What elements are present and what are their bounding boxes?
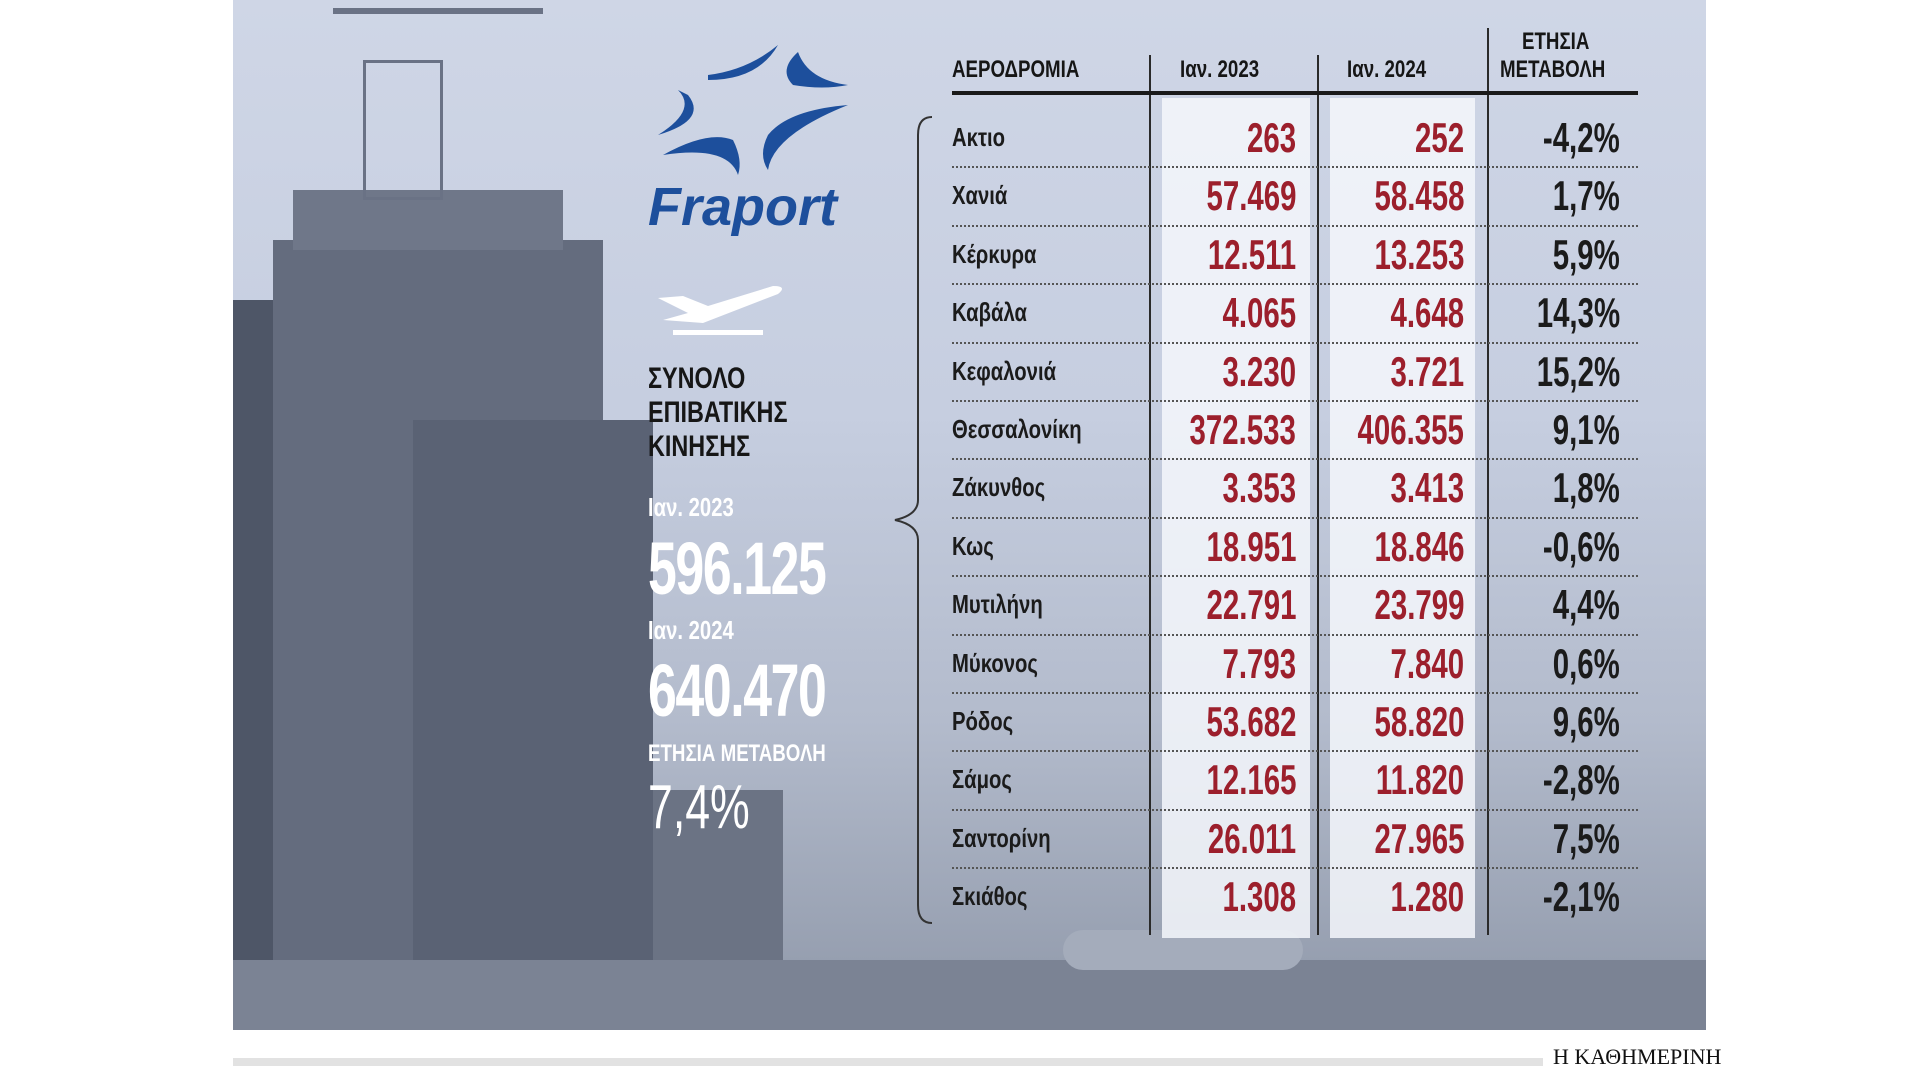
table-row: Καβάλα 4.065 4.648 14,3% [952, 285, 1638, 344]
passengers-2023: 22.791 [1206, 581, 1296, 629]
airport-name: Κέρκυρα [952, 238, 1037, 269]
annual-change: 5,9% [1552, 230, 1620, 278]
airport-name: Σαντορίνη [952, 822, 1051, 853]
airport-name: Θεσσαλονίκη [952, 414, 1082, 444]
table-row: Σκιάθος 1.308 1.280 -2,1% [952, 869, 1638, 927]
passengers-2023: 12.165 [1206, 756, 1296, 804]
airport-name: Καβάλα [952, 297, 1028, 328]
change-label: ΕΤΗΣΙΑ ΜΕΤΑΒΟΛΗ [648, 740, 826, 767]
passengers-2024: 23.799 [1374, 581, 1464, 629]
table-row: Χανιά 57.469 58.458 1,7% [952, 168, 1638, 227]
table-row: Κως 18.951 18.846 -0,6% [952, 519, 1638, 578]
passengers-2023: 57.469 [1206, 172, 1296, 220]
passengers-2023: 18.951 [1206, 522, 1296, 570]
header-airports: ΑΕΡΟΔΡΟΜΙΑ [952, 56, 1080, 83]
airplane-takeoff-icon [658, 286, 782, 335]
passengers-2024: 3.413 [1390, 464, 1464, 512]
label-2023: Ιαν. 2023 [648, 492, 734, 522]
passengers-2024: 18.846 [1374, 522, 1464, 570]
airport-name: Ακτιο [952, 122, 1006, 152]
annual-change: 9,6% [1552, 698, 1620, 745]
passengers-2024: 58.820 [1374, 698, 1464, 745]
annual-change: -2,1% [1543, 873, 1620, 921]
passengers-2023: 263 [1246, 114, 1296, 161]
airport-name: Σάμος [952, 764, 1012, 795]
passengers-2023: 3.353 [1222, 464, 1296, 512]
fraport-logo: Fraport [648, 45, 848, 237]
passengers-2023: 7.793 [1222, 639, 1296, 687]
airport-name: Κως [952, 530, 994, 561]
passengers-2024: 58.458 [1374, 172, 1464, 220]
header-annual-change-2: ΜΕΤΑΒΟΛΗ [1500, 56, 1606, 83]
annual-change: -2,8% [1543, 756, 1620, 804]
total-2024: 640.470 [648, 649, 827, 732]
passengers-2024: 406.355 [1357, 406, 1464, 453]
header-annual-change-1: ΕΤΗΣΙΑ [1522, 28, 1590, 55]
column-divider [1487, 28, 1489, 935]
change-value: 7,4% [648, 773, 750, 842]
table-row: Σάμος 12.165 11.820 -2,8% [952, 752, 1638, 811]
airport-name: Ζάκυνθος [952, 472, 1046, 503]
total-2023: 596.125 [648, 527, 827, 610]
curly-bracket [894, 116, 933, 924]
passengers-2024: 4.648 [1390, 289, 1464, 337]
airport-name: Μυτιλήνη [952, 589, 1043, 620]
passengers-2023: 3.230 [1222, 347, 1296, 395]
passengers-2024: 252 [1414, 114, 1464, 161]
annual-change: -4,2% [1543, 114, 1620, 161]
airport-name: Σκιάθος [952, 881, 1028, 912]
table-row: Ακτιο 263 252 -4,2% [952, 110, 1638, 169]
passengers-2024: 3.721 [1390, 347, 1464, 395]
annual-change: 9,1% [1552, 406, 1620, 453]
header-jan-2024: Ιαν. 2024 [1347, 56, 1427, 83]
table-row: Ζάκυνθος 3.353 3.413 1,8% [952, 460, 1638, 519]
table-row: Κέρκυρα 12.511 13.253 5,9% [952, 227, 1638, 286]
passengers-2024: 11.820 [1375, 756, 1464, 804]
passengers-2023: 53.682 [1206, 698, 1296, 745]
header-jan-2023: Ιαν. 2023 [1180, 56, 1260, 83]
column-divider [1149, 55, 1151, 935]
column-divider [1317, 55, 1319, 935]
table-row: Ρόδος 53.682 58.820 9,6% [952, 694, 1638, 753]
summary-title: ΣΥΝΟΛΟ ΕΠΙΒΑΤΙΚΗΣ ΚΙΝΗΣΗΣ [648, 362, 788, 463]
airport-name: Κεφαλονιά [952, 355, 1057, 386]
header-rule [952, 91, 1638, 95]
passengers-2024: 7.840 [1390, 639, 1464, 687]
annual-change: 14,3% [1536, 289, 1620, 337]
airport-name: Ρόδος [952, 706, 1014, 736]
passengers-2024: 27.965 [1374, 814, 1464, 862]
table-row: Θεσσαλονίκη 372.533 406.355 9,1% [952, 402, 1638, 461]
passengers-2023: 1.308 [1222, 873, 1296, 921]
annual-change: -0,6% [1543, 522, 1620, 570]
label-2024: Ιαν. 2024 [648, 615, 734, 645]
passengers-2023: 26.011 [1207, 814, 1296, 862]
annual-change: 4,4% [1552, 581, 1620, 629]
passengers-2024: 1.280 [1390, 873, 1464, 921]
airport-name: Μύκονος [952, 647, 1038, 678]
annual-change: 7,5% [1552, 814, 1620, 862]
table-row: Μύκονος 7.793 7.840 0,6% [952, 636, 1638, 694]
annual-change: 0,6% [1552, 639, 1620, 687]
annual-change: 1,7% [1552, 172, 1620, 220]
table-row: Μυτιλήνη 22.791 23.799 4,4% [952, 577, 1638, 636]
passengers-2023: 12.511 [1207, 230, 1296, 278]
annual-change: 15,2% [1536, 347, 1620, 395]
table-row: Κεφαλονιά 3.230 3.721 15,2% [952, 344, 1638, 402]
annual-change: 1,8% [1552, 464, 1620, 512]
footer-bar [233, 1058, 1543, 1066]
fraport-wordmark: Fraport [648, 177, 839, 237]
passengers-2024: 13.253 [1374, 230, 1464, 278]
passengers-2023: 4.065 [1222, 289, 1296, 337]
publisher-name: Η ΚΑΘΗΜΕΡΙΝΗ [1553, 1044, 1722, 1069]
table-row: Σαντορίνη 26.011 27.965 7,5% [952, 811, 1638, 870]
airport-name: Χανιά [952, 180, 1008, 211]
passengers-2023: 372.533 [1189, 406, 1296, 453]
